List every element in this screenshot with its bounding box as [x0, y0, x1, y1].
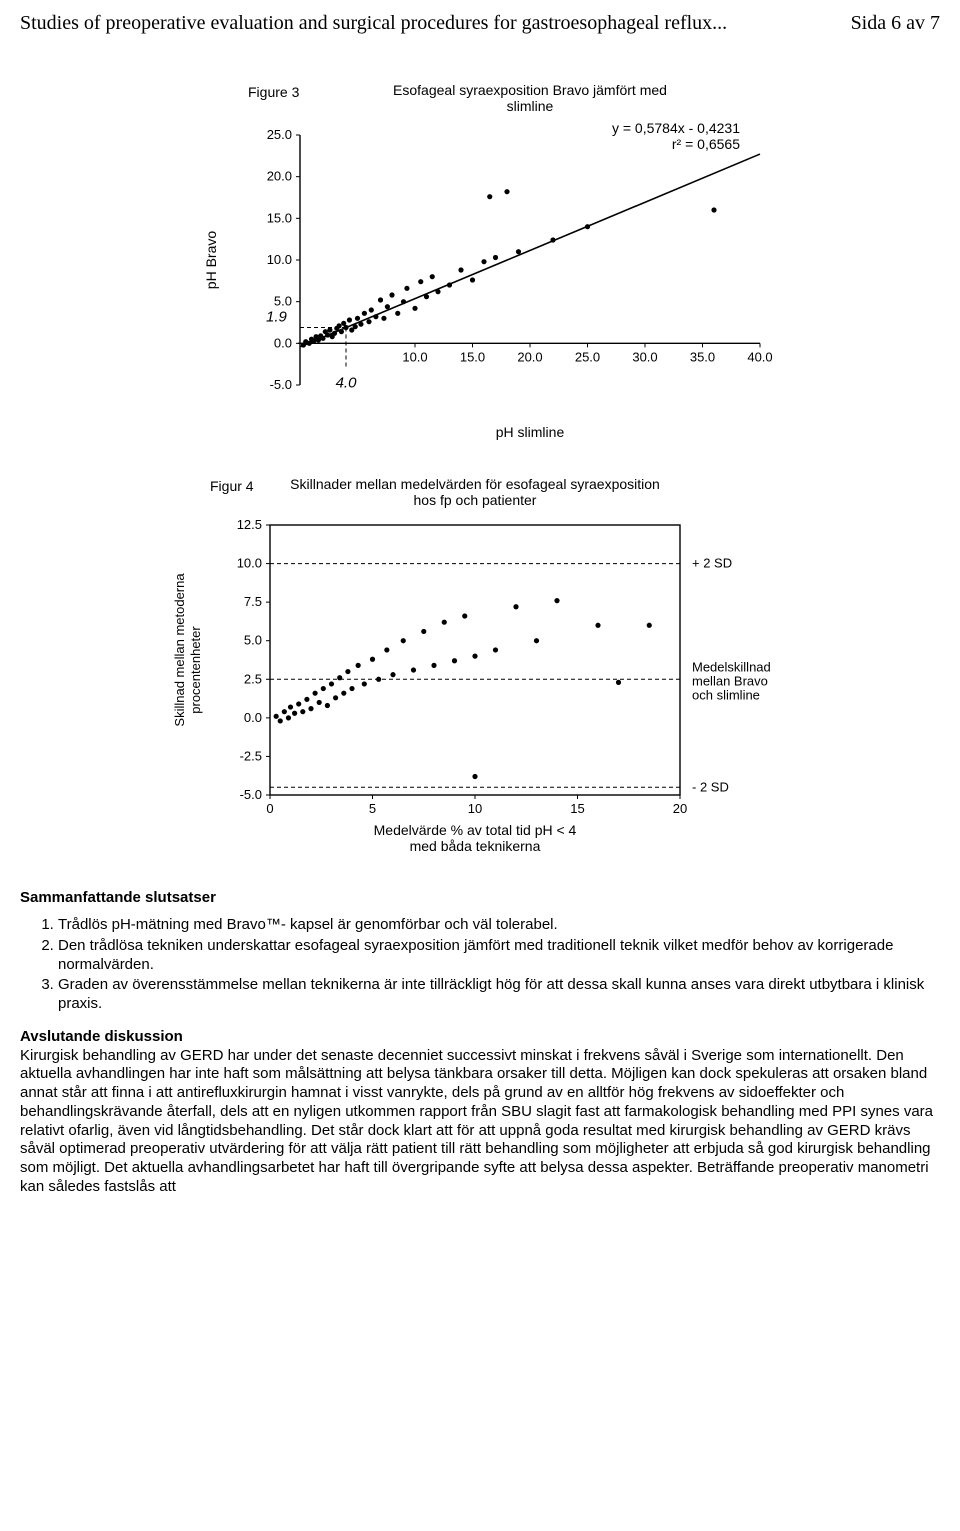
svg-text:5.0: 5.0: [274, 294, 292, 309]
svg-text:20.0: 20.0: [267, 169, 292, 184]
conclusions-list: Trådlös pH-mätning med Bravo™- kapsel är…: [20, 916, 940, 1014]
svg-text:0: 0: [266, 801, 273, 816]
svg-text:Medelskillnad: Medelskillnad: [692, 659, 771, 674]
svg-text:Skillnader mellan medelvärden: Skillnader mellan medelvärden för esofag…: [290, 476, 660, 492]
svg-text:1.9: 1.9: [266, 309, 288, 326]
svg-text:10.0: 10.0: [402, 349, 427, 364]
svg-text:Skillnad mellan metoderna: Skillnad mellan metoderna: [172, 573, 187, 727]
discussion-heading: Avslutande diskussion: [20, 1028, 183, 1045]
figure-4-svg: Figur 4 Skillnader mellan medelvärden för…: [140, 465, 820, 865]
svg-text:15.0: 15.0: [460, 349, 485, 364]
svg-text:Figure 3: Figure 3: [248, 84, 300, 100]
svg-text:4.0: 4.0: [336, 374, 358, 391]
svg-text:5.0: 5.0: [244, 633, 262, 648]
svg-text:r² = 0,6565: r² = 0,6565: [672, 136, 740, 152]
running-title: Studies of preoperative evaluation and s…: [20, 12, 727, 35]
svg-text:procentenheter: procentenheter: [188, 626, 203, 714]
svg-text:10.0: 10.0: [237, 556, 262, 571]
svg-text:- 2 SD: - 2 SD: [692, 779, 729, 794]
discussion-paragraph: Avslutande diskussion Kirurgisk behandli…: [20, 1028, 940, 1197]
svg-text:15: 15: [570, 801, 584, 816]
svg-text:30.0: 30.0: [632, 349, 657, 364]
svg-text:slimline: slimline: [507, 98, 554, 114]
svg-text:0.0: 0.0: [274, 335, 292, 350]
svg-text:0.0: 0.0: [244, 710, 262, 725]
svg-text:5: 5: [369, 801, 376, 816]
svg-text:10.0: 10.0: [267, 252, 292, 267]
svg-text:-5.0: -5.0: [240, 787, 262, 802]
svg-text:25.0: 25.0: [575, 349, 600, 364]
svg-text:Esofageal syraexposition Bravo: Esofageal syraexposition Bravo jämfört m…: [393, 82, 667, 98]
conclusion-item: Den trådlösa tekniken underskattar esofa…: [58, 937, 940, 975]
svg-text:med båda teknikerna: med båda teknikerna: [410, 838, 541, 854]
svg-text:15.0: 15.0: [267, 210, 292, 225]
svg-text:25.0: 25.0: [267, 127, 292, 142]
page-number: Sida 6 av 7: [851, 12, 940, 35]
conclusions-heading: Sammanfattande slutsatser: [20, 889, 940, 906]
svg-text:och slimline: och slimline: [692, 687, 760, 702]
svg-text:y = 0,5784x - 0,4231: y = 0,5784x - 0,4231: [612, 120, 740, 136]
discussion-text: Kirurgisk behandling av GERD har under d…: [20, 1047, 933, 1195]
svg-text:40.0: 40.0: [747, 349, 772, 364]
svg-text:mellan Bravo: mellan Bravo: [692, 673, 768, 688]
figure-4: Figur 4 Skillnader mellan medelvärden för…: [20, 465, 940, 865]
svg-text:7.5: 7.5: [244, 594, 262, 609]
svg-text:10: 10: [468, 801, 482, 816]
svg-text:12.5: 12.5: [237, 517, 262, 532]
svg-text:20.0: 20.0: [517, 349, 542, 364]
svg-text:35.0: 35.0: [690, 349, 715, 364]
svg-text:-5.0: -5.0: [270, 377, 292, 392]
figure-3-svg: Figure 3 Esofageal syraexposition Bravo j…: [170, 65, 790, 445]
conclusion-item: Trådlös pH-mätning med Bravo™- kapsel är…: [58, 916, 940, 935]
page-header: Studies of preoperative evaluation and s…: [20, 12, 940, 35]
svg-text:Medelvärde % av total tid pH <: Medelvärde % av total tid pH < 4: [374, 822, 577, 838]
svg-text:+ 2 SD: + 2 SD: [692, 556, 732, 571]
svg-text:pH Bravo: pH Bravo: [203, 231, 219, 290]
svg-text:Figur 4: Figur 4: [210, 478, 254, 494]
svg-text:pH slimline: pH slimline: [496, 424, 565, 440]
figure-3: Figure 3 Esofageal syraexposition Bravo j…: [20, 65, 940, 445]
svg-text:-2.5: -2.5: [240, 748, 262, 763]
conclusion-item: Graden av överensstämmelse mellan teknik…: [58, 976, 940, 1014]
svg-text:2.5: 2.5: [244, 671, 262, 686]
svg-text:hos fp och patienter: hos fp och patienter: [414, 492, 537, 508]
svg-text:20: 20: [673, 801, 687, 816]
